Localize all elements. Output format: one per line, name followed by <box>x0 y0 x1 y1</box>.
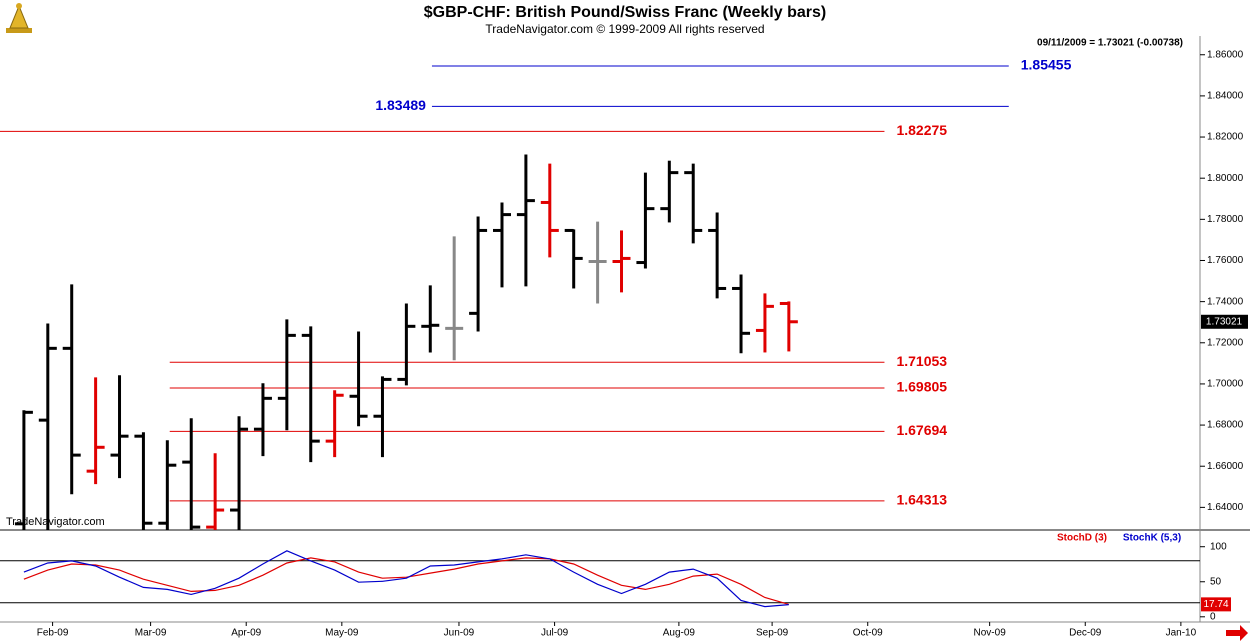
x-tick-label: Dec-09 <box>1069 628 1102 639</box>
x-tick-label: Apr-09 <box>231 628 261 639</box>
info: 09/11/2009 = 1.73021 (-0.00738) <box>1037 38 1183 49</box>
y-tick-label: 1.64000 <box>1207 502 1244 513</box>
watermark: TradeNavigator.com <box>6 516 105 528</box>
y-tick-label: 1.84000 <box>1207 91 1244 102</box>
y-tick-label: 1.74000 <box>1207 296 1244 307</box>
y-tick-label: 1.72000 <box>1207 337 1244 348</box>
stoch-line <box>23 557 789 605</box>
level-label: 1.82275 <box>896 122 947 138</box>
level-label: 1.67694 <box>896 422 947 438</box>
y-tick-label: 1.78000 <box>1207 214 1244 225</box>
chart-subtitle: TradeNavigator.com © 1999-2009 All right… <box>485 22 764 36</box>
y-tick-label: 1.70000 <box>1207 379 1244 390</box>
logo <box>6 3 32 33</box>
y-tick-label: 1.86000 <box>1207 49 1244 60</box>
last-price-box <box>1201 314 1248 329</box>
last-price: 1.73021 <box>1206 316 1243 327</box>
level-label: 1.85455 <box>1021 57 1072 73</box>
y-tick-label: 1.66000 <box>1207 461 1244 472</box>
level-label: 1.69805 <box>896 379 947 395</box>
y-tick-label: 0 <box>1210 611 1216 622</box>
x-tick-label: Jul-09 <box>541 628 569 639</box>
level-label: 1.64313 <box>896 492 947 508</box>
y-tick-label: 1.82000 <box>1207 132 1244 143</box>
chart-title: $GBP-CHF: British Pound/Swiss Franc (Wee… <box>424 4 826 21</box>
y-tick-label: 100 <box>1210 541 1227 552</box>
y-tick-label: 1.76000 <box>1207 255 1244 266</box>
y-tick-label: 1.80000 <box>1207 173 1244 184</box>
last-value-box <box>1201 597 1231 612</box>
level-label: 1.83489 <box>375 97 426 113</box>
level-label: 1.71053 <box>896 353 947 369</box>
stoch-line <box>23 550 789 608</box>
x-tick-label: Oct-09 <box>853 628 883 639</box>
x-tick-label: Jun-09 <box>444 628 475 639</box>
last-value: 17.74 <box>1203 599 1228 610</box>
y-tick-label: 50 <box>1210 576 1222 587</box>
legend-entry: StochK (5,3) <box>1123 533 1181 544</box>
scroll-arrow[interactable] <box>1226 625 1248 641</box>
x-tick-label: Aug-09 <box>663 628 696 639</box>
x-tick-label: Jan-10 <box>1166 628 1197 639</box>
x-tick-label: Feb-09 <box>37 628 69 639</box>
legend-entry: StochD (3) <box>1057 533 1107 544</box>
y-tick-label: 1.68000 <box>1207 420 1244 431</box>
x-tick-label: Sep-09 <box>756 628 789 639</box>
x-tick-label: May-09 <box>325 628 359 639</box>
x-tick-label: Mar-09 <box>135 628 167 639</box>
x-tick-label: Nov-09 <box>974 628 1007 639</box>
